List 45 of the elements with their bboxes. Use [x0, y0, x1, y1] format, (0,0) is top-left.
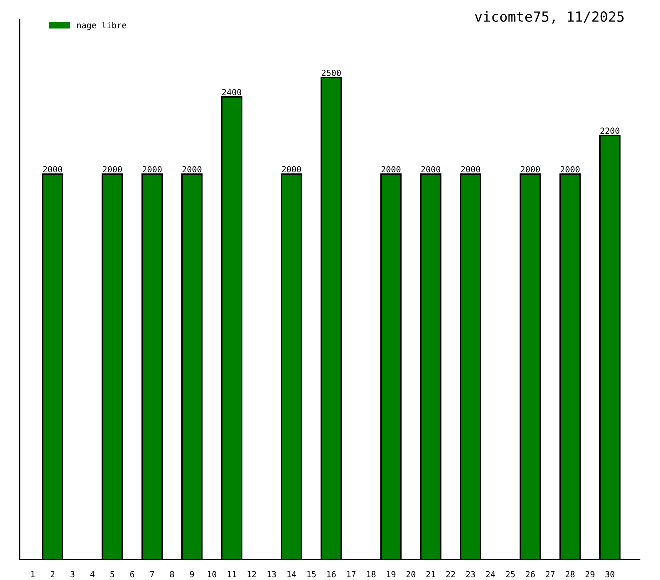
data-label: 2000: [560, 166, 580, 173]
data-label: 2000: [521, 166, 540, 173]
data-label: 2000: [382, 166, 401, 173]
x-tick-label: 29: [586, 571, 595, 578]
x-tick-label: 24: [486, 571, 496, 578]
x-tick-label: 15: [308, 571, 316, 578]
chart-title: vicomte75, 11/2025: [475, 11, 624, 24]
x-tick-label: 30: [606, 571, 615, 578]
x-tick-label: 6: [130, 571, 134, 578]
x-tick-label: 20: [406, 571, 416, 578]
data-label: 2000: [142, 166, 162, 173]
x-tick-label: 9: [190, 571, 194, 578]
x-tick-label: 25: [506, 571, 515, 578]
x-tick-label: 10: [208, 571, 217, 578]
x-tick-label: 21: [426, 571, 436, 578]
x-tick-label: 17: [347, 571, 356, 578]
x-tick-label: 14: [288, 571, 296, 578]
x-tick-label: 1: [31, 571, 35, 578]
x-tick-label: 23: [466, 571, 476, 578]
x-tick-label: 13: [268, 571, 276, 578]
x-tick-label: 16: [327, 571, 336, 578]
x-tick-label: 18: [367, 571, 376, 578]
x-tick-label: 26: [526, 571, 536, 578]
x-tick-label: 27: [546, 571, 555, 578]
x-tick-label: 11: [228, 571, 236, 578]
x-tick-label: 22: [446, 571, 456, 578]
data-label: 2000: [103, 166, 122, 173]
data-label: 2500: [322, 70, 341, 76]
data-label: 2000: [282, 166, 302, 173]
x-tick-label: 2: [50, 571, 55, 578]
data-label: 2400: [222, 89, 242, 96]
x-tick-label: 3: [70, 571, 75, 578]
data-label: 2000: [43, 166, 62, 173]
x-tick-label: 8: [170, 571, 174, 578]
x-tick-label: 7: [150, 571, 154, 578]
x-tick-label: 5: [110, 571, 114, 578]
x-tick-label: 28: [566, 571, 575, 578]
data-label: 2000: [422, 166, 441, 173]
x-tick-label: 12: [248, 571, 256, 578]
legend-label: nage libre: [77, 22, 126, 30]
data-label: 2000: [461, 166, 480, 173]
data-label: 2000: [182, 166, 202, 173]
x-tick-label: 19: [387, 571, 396, 578]
x-tick-label: 4: [90, 571, 95, 578]
data-label: 2200: [600, 128, 620, 134]
